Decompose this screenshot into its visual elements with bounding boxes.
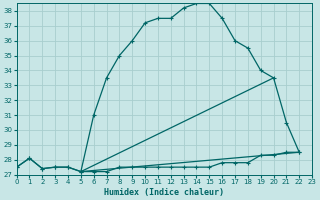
X-axis label: Humidex (Indice chaleur): Humidex (Indice chaleur) [104,188,224,197]
